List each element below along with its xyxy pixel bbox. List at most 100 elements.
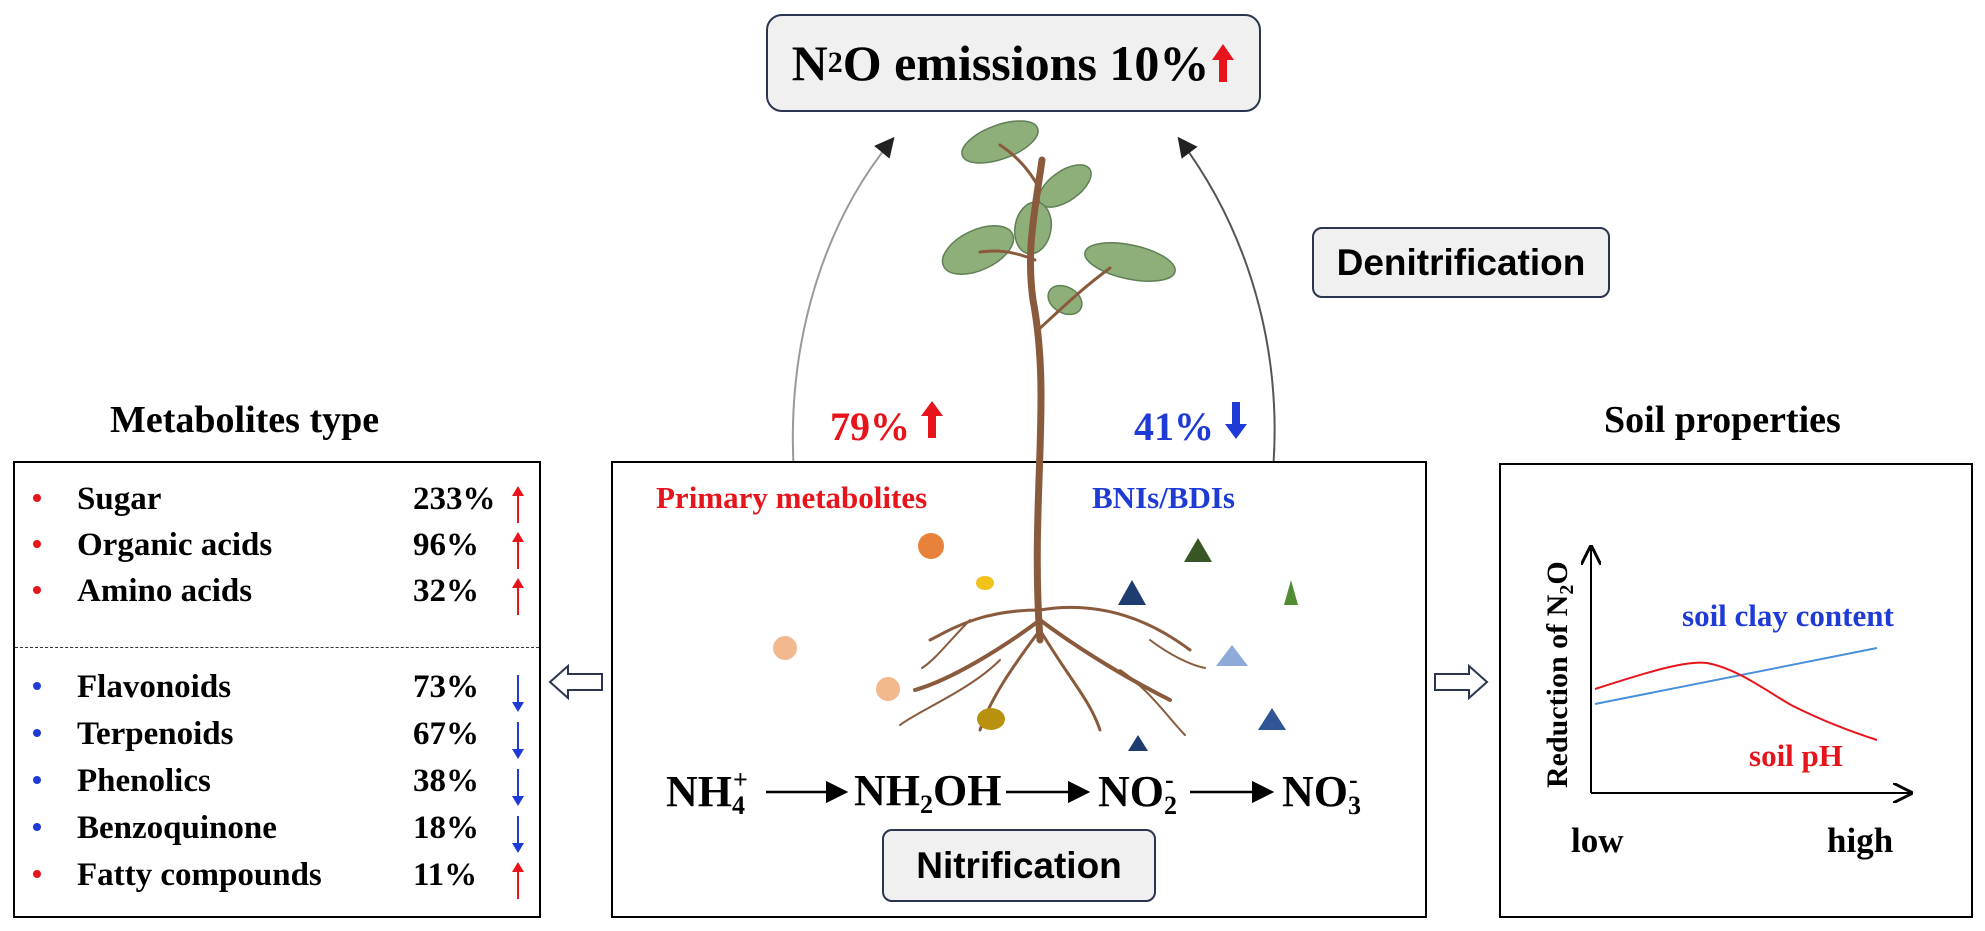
bullet-dot — [33, 823, 41, 831]
down-arrow-icon — [1225, 402, 1247, 439]
metabolite-row: Sugar 233% — [15, 481, 555, 527]
triangle-marker — [1284, 580, 1298, 605]
down-arrow-icon — [512, 722, 524, 759]
circle-marker — [773, 636, 797, 660]
metabolite-percent: 73% — [413, 669, 479, 705]
soil-heading: Soil properties — [1604, 399, 1841, 441]
metabolite-percent: 32% — [413, 573, 479, 609]
metabolite-row: Flavonoids 73% — [15, 669, 555, 715]
no2-species: NO2- — [1098, 765, 1177, 821]
metabolite-name: Sugar — [77, 481, 162, 517]
bullet-dot — [33, 776, 41, 784]
soil-ph-label: soil pH — [1749, 738, 1843, 773]
metabolites-heading: Metabolites type — [110, 399, 380, 441]
up-arrow-icon — [1212, 44, 1235, 82]
title-suffix: O emissions 10% — [842, 35, 1210, 91]
clay-content-label: soil clay content — [1682, 598, 1894, 633]
primary-percent-value: 79% — [830, 404, 910, 449]
metabolite-row: Amino acids 32% — [15, 573, 555, 619]
no2-sub: 2 — [1164, 791, 1177, 820]
metabolite-percent: 38% — [413, 763, 479, 799]
left-hollow-arrow-icon — [548, 664, 603, 700]
circle-marker — [918, 533, 944, 559]
title-sub: 2 — [827, 46, 843, 79]
no3-sub: 3 — [1348, 791, 1361, 820]
metabolite-name: Amino acids — [77, 573, 253, 609]
metabolite-name: Fatty compounds — [77, 857, 322, 893]
bullet-dot — [33, 870, 41, 878]
soil-ph-line — [1594, 661, 1878, 741]
no2-base: NO — [1098, 767, 1164, 816]
triangle-marker — [1216, 645, 1248, 666]
nh2oh-sub: 2 — [920, 790, 933, 819]
metabolite-name: Phenolics — [77, 763, 211, 799]
right-hollow-arrow-icon — [1434, 664, 1489, 700]
metabolite-name: Flavonoids — [77, 669, 232, 705]
divider — [15, 647, 539, 648]
metabolite-percent: 96% — [413, 527, 479, 563]
metabolite-row: Phenolics 38% — [15, 763, 555, 809]
down-arrow-icon — [512, 816, 524, 853]
metabolite-percent: 233% — [413, 481, 496, 517]
metabolite-name: Terpenoids — [77, 716, 234, 752]
nitrification-label: Nitrification — [882, 829, 1156, 902]
triangle-marker — [1118, 580, 1146, 605]
up-arrow-icon — [512, 578, 524, 615]
nh2oh-b: OH — [933, 766, 1002, 815]
up-arrow-icon — [921, 401, 943, 438]
bullet-dot — [33, 729, 41, 737]
denitrification-label: Denitrification — [1312, 227, 1610, 298]
primary-percent: 79% — [830, 400, 944, 450]
triangle-marker — [1258, 708, 1286, 730]
metabolite-percent: 18% — [413, 810, 479, 846]
metabolite-percent: 11% — [413, 857, 478, 893]
primary-metabolites-label: Primary metabolites — [656, 480, 928, 515]
title-prefix: N — [791, 35, 828, 91]
soil-chart: Reduction of N2O low high soil clay cont… — [1541, 463, 1969, 860]
bullet-dot — [33, 586, 41, 594]
bullet-dot — [33, 682, 41, 690]
no3-species: NO3- — [1282, 765, 1361, 821]
circle-marker — [876, 677, 900, 701]
bullet-dot — [33, 540, 41, 548]
bni-percent: 41% — [1134, 400, 1248, 450]
leaf-icon — [941, 225, 1015, 275]
metabolite-percent: 67% — [413, 716, 479, 752]
y-axis-label: Reduction of N2O — [1541, 561, 1578, 788]
nh4-sup: + — [733, 765, 748, 794]
down-arrow-icon — [512, 675, 524, 712]
up-arrow-icon — [512, 486, 524, 523]
metabolite-row: Organic acids 96% — [15, 527, 555, 573]
triangle-marker — [1128, 735, 1148, 751]
up-arrow-icon — [512, 532, 524, 569]
up-arrow-icon — [512, 862, 524, 899]
nh4-species: NH4+ — [666, 765, 748, 821]
nh2oh-a: NH — [854, 766, 920, 815]
clay-content-line — [1594, 647, 1878, 705]
metabolite-name: Organic acids — [77, 527, 273, 563]
metabolites-panel: Sugar 233% Organic acids 96% Amino acids… — [13, 461, 541, 918]
x-axis-low-label: low — [1571, 821, 1624, 860]
soil-panel — [1499, 463, 1973, 918]
down-arrow-icon — [512, 769, 524, 806]
circle-marker — [977, 708, 1005, 730]
no2-sup: - — [1165, 765, 1174, 794]
bullet-dot — [33, 494, 41, 502]
x-axis-high-label: high — [1827, 821, 1893, 860]
metabolite-name: Benzoquinone — [77, 810, 277, 846]
no3-base: NO — [1282, 767, 1348, 816]
triangle-marker — [1184, 538, 1212, 562]
leaf-icon — [961, 120, 1039, 164]
nh4-base: NH — [666, 767, 732, 816]
circle-marker — [976, 576, 994, 590]
metabolite-row: Fatty compounds 11% — [15, 857, 555, 903]
metabolite-row: Benzoquinone 18% — [15, 810, 555, 856]
bni-bdi-label: BNIs/BDIs — [1092, 480, 1235, 515]
bni-percent-value: 41% — [1134, 404, 1214, 449]
nh2oh-species: NH2OH — [854, 765, 1001, 820]
no3-sup: - — [1349, 765, 1358, 794]
nh4-sub: 4 — [732, 791, 745, 820]
